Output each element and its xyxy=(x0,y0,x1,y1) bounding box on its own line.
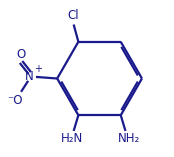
Text: Cl: Cl xyxy=(68,9,80,22)
Text: O: O xyxy=(16,49,26,61)
Text: N: N xyxy=(25,70,34,83)
Text: NH₂: NH₂ xyxy=(117,132,140,145)
Text: ⁻O: ⁻O xyxy=(7,94,22,107)
Text: +: + xyxy=(34,64,42,74)
Text: H₂N: H₂N xyxy=(61,132,83,145)
